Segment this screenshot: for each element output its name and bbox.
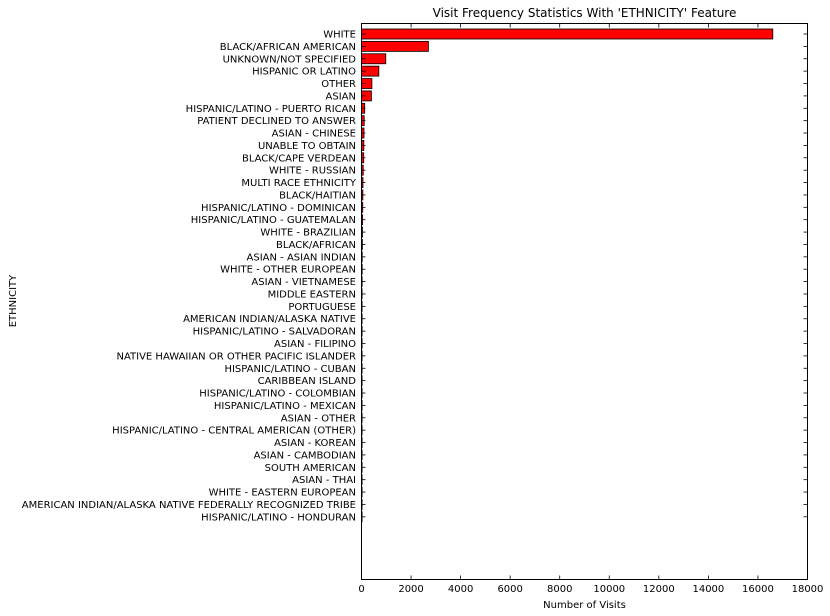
y-tick-label: ASIAN - CAMBODIAN <box>254 450 356 461</box>
y-tick-label: HISPANIC/LATINO - CUBAN <box>224 364 356 375</box>
y-tick-label: HISPANIC/LATINO - HONDURAN <box>201 512 356 523</box>
y-tick-label: HISPANIC/LATINO - CENTRAL AMERICAN (OTHE… <box>112 426 356 437</box>
y-tick-label: ASIAN - FILIPINO <box>274 339 356 350</box>
y-tick-label: ASIAN - THAI <box>292 475 356 486</box>
y-tick-label: HISPANIC/LATINO - GUATEMALAN <box>191 215 356 226</box>
y-tick-label: NATIVE HAWAIIAN OR OTHER PACIFIC ISLANDE… <box>116 351 356 362</box>
x-tick-label: 4000 <box>448 584 473 595</box>
y-tick-label: SOUTH AMERICAN <box>265 463 356 474</box>
x-tick-label: 14000 <box>692 584 724 595</box>
y-tick-label: ASIAN - ASIAN INDIAN <box>247 252 356 263</box>
bar-0 <box>361 28 774 40</box>
y-axis-title: ETHNICITY <box>8 274 19 327</box>
x-tick-label: 12000 <box>643 584 675 595</box>
y-tick-label: BLACK/AFRICAN <box>276 240 356 251</box>
x-tick-label: 0 <box>358 584 364 595</box>
y-tick-label: ASIAN <box>326 91 356 102</box>
x-axis-title: Number of Visits <box>543 600 626 611</box>
y-tick-label: WHITE - EASTERN EUROPEAN <box>209 488 356 499</box>
y-tick-label: UNKNOWN/NOT SPECIFIED <box>223 54 357 65</box>
y-tick-label: AMERICAN INDIAN/ALASKA NATIVE <box>183 314 356 325</box>
y-tick-label: HISPANIC/LATINO - PUERTO RICAN <box>186 104 356 115</box>
x-tick-label: 16000 <box>742 584 774 595</box>
y-tick-label: WHITE - OTHER EUROPEAN <box>220 265 356 276</box>
x-tick-label: 10000 <box>593 584 625 595</box>
y-tick-label: HISPANIC OR LATINO <box>252 67 356 78</box>
y-tick-label: HISPANIC/LATINO - SALVADORAN <box>193 327 356 338</box>
bars-group <box>361 28 774 523</box>
y-tick-label: BLACK/AFRICAN AMERICAN <box>220 42 356 53</box>
y-tick-label: AMERICAN INDIAN/ALASKA NATIVE FEDERALLY … <box>22 500 356 511</box>
y-tick-label: BLACK/HAITIAN <box>279 190 356 201</box>
plot-frame <box>361 23 808 580</box>
y-tick-label: HISPANIC/LATINO - DOMINICAN <box>201 203 356 214</box>
y-tick-label: UNABLE TO OBTAIN <box>258 141 356 152</box>
y-tick-label: OTHER <box>321 79 356 90</box>
y-tick-label: WHITE - RUSSIAN <box>269 166 356 177</box>
x-tick-label: 6000 <box>497 584 522 595</box>
y-tick-label: HISPANIC/LATINO - MEXICAN <box>214 401 356 412</box>
y-tick-label: WHITE <box>323 30 356 41</box>
y-tick-label: MULTI RACE ETHNICITY <box>241 178 356 189</box>
y-tick-label: HISPANIC/LATINO - COLOMBIAN <box>199 389 356 400</box>
x-tick-label: 8000 <box>547 584 572 595</box>
y-tick-label: MIDDLE EASTERN <box>268 289 356 300</box>
x-tick-label: 2000 <box>398 584 423 595</box>
chart-title: Visit Frequency Statistics With 'ETHNICI… <box>433 6 737 20</box>
y-tick-label: WHITE - BRAZILIAN <box>260 228 356 239</box>
x-tick-label: 18000 <box>792 584 824 595</box>
y-tick-label: PORTUGUESE <box>288 302 356 313</box>
y-tick-label: ASIAN - CHINESE <box>272 129 356 140</box>
y-tick-label: PATIENT DECLINED TO ANSWER <box>197 116 356 127</box>
x-ticks: 0 2000 4000 6000 8000 10000 12000 14000 16000 180… <box>358 23 824 595</box>
bar-1 <box>361 40 429 52</box>
y-tick-label: ASIAN - KOREAN <box>274 438 356 449</box>
y-tick-label: BLACK/CAPE VERDEAN <box>242 153 356 164</box>
y-tick-label: ASIAN - VIETNAMESE <box>251 277 356 288</box>
y-tick-label: CARIBBEAN ISLAND <box>258 376 357 387</box>
y-tick-label: ASIAN - OTHER <box>281 413 356 424</box>
